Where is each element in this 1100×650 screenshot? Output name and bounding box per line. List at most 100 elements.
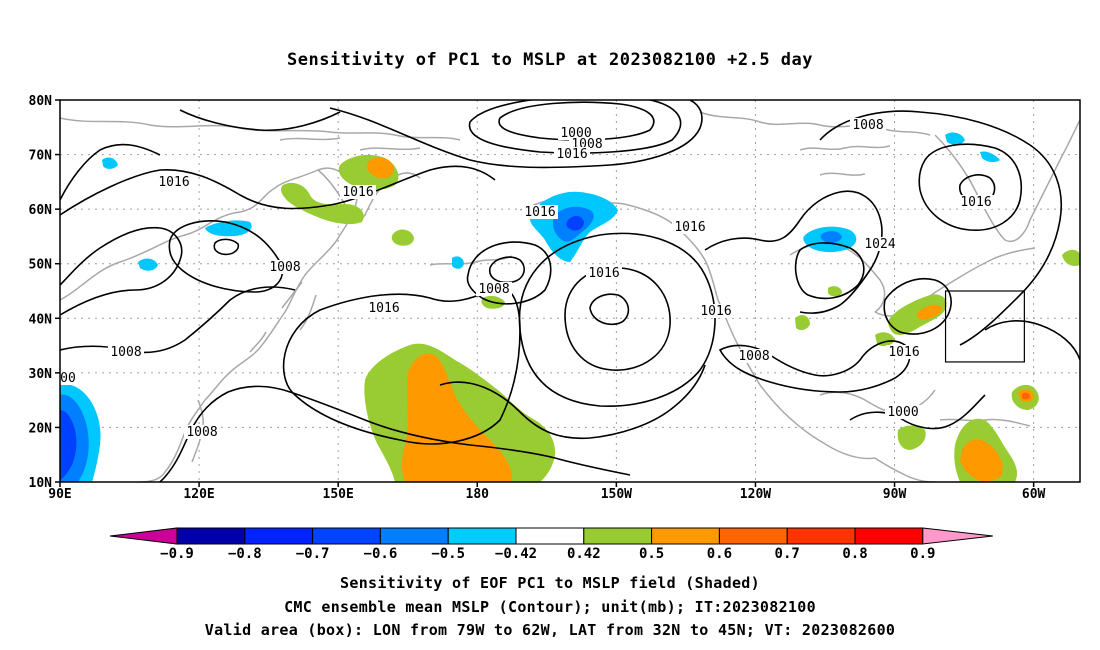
lon-label: 90E xyxy=(48,487,71,502)
shade-pos-bering-0.5 xyxy=(391,229,414,246)
shade-pos-caribbean-0.6 xyxy=(960,439,1003,482)
contour-label: 1008 xyxy=(110,345,141,360)
colorbar-label: −0.9 xyxy=(160,546,194,562)
colorbar-label: 0.6 xyxy=(707,546,732,562)
caption-contour: CMC ensemble mean MSLP (Contour); unit(m… xyxy=(284,598,816,616)
contour-label-bg xyxy=(698,304,734,318)
shade-neg-mongolia xyxy=(138,258,158,271)
colorbar-label: 0.42 xyxy=(567,546,601,562)
longitude-axis: 90E 120E 150E 180 150W 120W 90W 60W xyxy=(48,482,1046,502)
shade-neg-sea-okhotsk xyxy=(452,256,464,269)
contour-east-asia-1008 xyxy=(60,286,296,354)
shade-pos-great-plains xyxy=(828,286,842,297)
latitude-axis: 80N 70N 60N 50N 40N 30N 20N 10N xyxy=(29,94,60,491)
contour-label: 1016 xyxy=(342,185,373,200)
colorbar-segment xyxy=(379,527,449,545)
contour-label-bg xyxy=(184,425,220,439)
colorbar xyxy=(109,527,993,545)
contour-ural-1016 xyxy=(60,143,161,201)
coastline-arctic-islands xyxy=(799,145,891,176)
shade-neg-canada-0.6 xyxy=(820,231,842,244)
contour-label: 1016 xyxy=(368,301,399,316)
contour-label-bg xyxy=(340,185,376,199)
contour-label: 1024 xyxy=(864,237,895,252)
colorbar-label: 0.9 xyxy=(910,546,935,562)
contour-label: 1008 xyxy=(738,349,769,364)
contour-label-bg xyxy=(522,205,558,219)
lon-label: 60W xyxy=(1022,487,1046,502)
contour-siberian-low-small xyxy=(213,238,240,256)
colorbar-segment xyxy=(176,527,246,545)
contour-label: 1016 xyxy=(588,266,619,281)
contour-aleutian-low xyxy=(488,256,525,284)
lat-label: 80N xyxy=(29,94,53,109)
contour-label-bg xyxy=(476,282,512,296)
contour-atlantic-east-1016 xyxy=(984,320,1080,361)
shade-neg-baffin xyxy=(980,151,1000,163)
lon-label: 120W xyxy=(740,487,771,502)
contour-arctic-1008 xyxy=(468,100,682,154)
contour-label: 1008 xyxy=(269,260,300,275)
caption-shading: Sensitivity of EOF PC1 to MSLP field (Sh… xyxy=(340,574,760,592)
coastline-japan xyxy=(249,281,317,353)
contour-label: 1016 xyxy=(674,220,705,235)
colorbar-left-arrow xyxy=(109,527,178,545)
lon-label: 180 xyxy=(466,487,490,502)
contour-inner-high-small xyxy=(589,293,630,326)
colorbar-label: −0.42 xyxy=(495,546,537,562)
lat-label: 20N xyxy=(29,421,53,436)
lat-label: 30N xyxy=(29,367,53,382)
contour-atlantic-1016 xyxy=(819,110,1062,346)
contour-east-asia-1016 xyxy=(60,226,183,316)
contour-label-bg xyxy=(558,126,594,140)
contour-label-bg xyxy=(267,260,303,274)
coastline-east-asia xyxy=(60,167,358,482)
shade-pos-mexico xyxy=(897,425,926,450)
contour-siberian-1016 xyxy=(60,165,496,216)
map-frame xyxy=(59,99,1081,483)
contour-na-1016 xyxy=(704,190,883,314)
contour-label: 1008 xyxy=(478,282,509,297)
lat-label: 10N xyxy=(29,476,53,491)
colorbar-segment xyxy=(312,527,381,545)
colorbar-label: −0.5 xyxy=(431,546,465,562)
colorbar-label: −0.8 xyxy=(228,546,262,562)
shade-neg-scs-0.7 xyxy=(60,410,77,480)
contour-label: 1016 xyxy=(960,195,991,210)
colorbar-label: 0.8 xyxy=(842,546,867,562)
contour-aleutian-1008 xyxy=(466,241,552,305)
colorbar-label: −0.6 xyxy=(364,546,398,562)
colorbar-segment xyxy=(583,527,653,545)
contour-arctic-low-1000 xyxy=(498,101,655,141)
colorbar-label: −0.7 xyxy=(296,546,330,562)
lon-label: 150E xyxy=(323,487,354,502)
contour-label-bg xyxy=(554,147,590,161)
contour-tropical-1008 xyxy=(159,385,631,482)
colorbar-right-arrow xyxy=(922,527,993,545)
chart-title: Sensitivity of PC1 to MSLP at 2023082100… xyxy=(286,50,813,70)
contour-arctic-1016-west xyxy=(179,109,341,132)
valid-area-box xyxy=(944,290,1025,363)
colorbar-labels: −0.9 −0.8 −0.7 −0.6 −0.5 −0.42 0.42 0.5 0.6 0.7 0.… xyxy=(160,546,935,562)
shade-pos-atlantic-0.7 xyxy=(1022,392,1030,400)
contour-hudson-1008 xyxy=(883,278,952,335)
colorbar-segment xyxy=(447,527,517,545)
contour-siberian-1008 xyxy=(168,220,284,293)
coastline-arctic-na xyxy=(699,111,931,136)
lat-label: 50N xyxy=(29,258,53,273)
contour-label: 1000 xyxy=(887,405,918,420)
shade-neg-ural xyxy=(102,157,118,169)
contour-label-bg xyxy=(886,345,922,359)
contour-label: 1016 xyxy=(524,205,555,220)
lat-label: 70N xyxy=(29,149,53,164)
colorbar-segment xyxy=(515,527,585,545)
contour-label: 1016 xyxy=(888,345,919,360)
shade-pos-siberia-0.5 xyxy=(280,182,364,225)
contour-labels: 1000 1008 1016 1016 1016 1016 1016 1024 1016 1016… xyxy=(60,118,994,440)
contour-label: 1016 xyxy=(158,175,189,190)
lon-label: 120E xyxy=(183,487,214,502)
shade-pos-central-pacific-0.6 xyxy=(402,353,512,482)
contour-gulf-1008 xyxy=(849,394,986,430)
colorbar-label: 0.5 xyxy=(639,546,664,562)
contour-arctic-1016 xyxy=(329,100,703,169)
